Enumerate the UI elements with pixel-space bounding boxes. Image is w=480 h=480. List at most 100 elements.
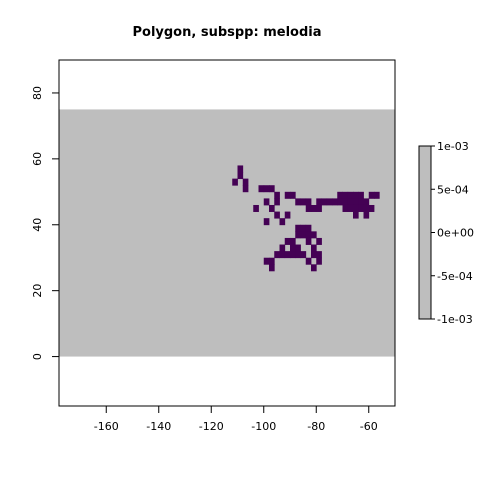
presence-cell bbox=[363, 198, 370, 206]
presence-cell bbox=[347, 198, 354, 206]
presence-cell bbox=[368, 204, 375, 212]
presence-cell bbox=[274, 198, 280, 206]
presence-cell bbox=[269, 264, 275, 272]
presence-cell bbox=[295, 251, 301, 259]
presence-cell bbox=[316, 237, 322, 245]
presence-cell bbox=[274, 251, 280, 259]
presence-cell bbox=[290, 251, 296, 259]
presence-cell bbox=[326, 198, 333, 206]
presence-cell bbox=[316, 204, 322, 212]
presence-cell bbox=[242, 185, 249, 193]
presence-cell bbox=[337, 191, 343, 199]
presence-cell bbox=[295, 244, 301, 252]
presence-cell bbox=[353, 211, 359, 219]
presence-cell bbox=[300, 251, 307, 259]
presence-cells bbox=[232, 165, 380, 272]
presence-cell bbox=[290, 244, 296, 252]
presence-cell bbox=[311, 244, 317, 252]
presence-cell bbox=[300, 224, 307, 232]
background-layer bbox=[59, 109, 395, 357]
legend-tick-label: -1e-03 bbox=[437, 313, 473, 326]
presence-cell bbox=[321, 198, 328, 206]
x-tick-label: -120 bbox=[199, 420, 224, 433]
presence-cell bbox=[237, 172, 244, 180]
presence-cell bbox=[269, 204, 275, 212]
y-tick-label: 60 bbox=[31, 152, 44, 166]
y-tick-label: 40 bbox=[31, 218, 44, 232]
presence-cell bbox=[305, 231, 312, 239]
presence-cell bbox=[368, 191, 375, 199]
presence-cell bbox=[311, 251, 317, 259]
presence-cell bbox=[363, 204, 370, 212]
presence-cell bbox=[269, 185, 275, 193]
presence-cell bbox=[311, 204, 317, 212]
presence-cell bbox=[300, 198, 307, 206]
presence-cell bbox=[347, 204, 354, 212]
presence-cell bbox=[363, 211, 370, 219]
presence-cell bbox=[347, 191, 354, 199]
y-tick-label: 0 bbox=[31, 353, 44, 360]
presence-cell bbox=[342, 191, 349, 199]
presence-cell bbox=[279, 218, 286, 226]
presence-cell bbox=[295, 224, 301, 232]
presence-cell bbox=[353, 191, 359, 199]
presence-cell bbox=[374, 191, 380, 199]
presence-cell bbox=[332, 198, 338, 206]
presence-cell bbox=[305, 257, 312, 265]
presence-cell bbox=[316, 198, 322, 206]
presence-cell bbox=[295, 231, 301, 239]
raster-background bbox=[59, 109, 395, 357]
presence-cell bbox=[232, 178, 238, 186]
presence-cell bbox=[274, 191, 280, 199]
presence-cell bbox=[284, 237, 291, 245]
presence-cell bbox=[269, 257, 275, 265]
presence-cell bbox=[305, 237, 312, 245]
presence-cell bbox=[305, 224, 312, 232]
presence-cell bbox=[263, 218, 270, 226]
y-tick-label: 20 bbox=[31, 284, 44, 298]
presence-cell bbox=[284, 211, 291, 219]
presence-cell bbox=[337, 198, 343, 206]
presence-cell bbox=[358, 191, 364, 199]
legend: 1e-03 5e-04 0e+00 -5e-04 -1e-03 bbox=[418, 140, 474, 326]
presence-cell bbox=[342, 198, 349, 206]
legend-tick-label: -5e-04 bbox=[437, 270, 473, 283]
presence-cell bbox=[279, 244, 286, 252]
y-axis: 0 20 40 60 80 bbox=[31, 86, 60, 360]
y-tick-label: 80 bbox=[31, 86, 44, 100]
presence-cell bbox=[258, 185, 265, 193]
presence-cell bbox=[237, 165, 244, 173]
presence-cell bbox=[290, 191, 296, 199]
presence-cell bbox=[263, 185, 270, 193]
legend-colorbar bbox=[418, 145, 432, 320]
presence-cell bbox=[316, 251, 322, 259]
x-axis: -160 -140 -120 -100 -80 -60 bbox=[94, 405, 378, 433]
presence-cell bbox=[311, 264, 317, 272]
legend-tick-label: 5e-04 bbox=[437, 183, 469, 196]
presence-cell bbox=[342, 204, 349, 212]
presence-cell bbox=[242, 178, 249, 186]
x-tick-label: -160 bbox=[94, 420, 119, 433]
legend-tick-label: 1e-03 bbox=[437, 140, 469, 153]
presence-cell bbox=[279, 251, 286, 259]
presence-cell bbox=[311, 231, 317, 239]
chart-title: Polygon, subspp: melodia bbox=[132, 25, 321, 40]
presence-cell bbox=[290, 237, 296, 245]
x-tick-label: -60 bbox=[360, 420, 378, 433]
presence-cell bbox=[284, 191, 291, 199]
presence-cell bbox=[358, 204, 364, 212]
presence-cell bbox=[284, 251, 291, 259]
presence-cell bbox=[305, 204, 312, 212]
legend-tick-label: 0e+00 bbox=[437, 227, 474, 240]
presence-cell bbox=[300, 231, 307, 239]
presence-cell bbox=[353, 198, 359, 206]
x-tick-label: -140 bbox=[146, 420, 171, 433]
presence-cell bbox=[263, 257, 270, 265]
presence-cell bbox=[253, 204, 259, 212]
presence-cell bbox=[305, 198, 312, 206]
presence-cell bbox=[316, 257, 322, 265]
presence-cell bbox=[295, 198, 301, 206]
presence-cell bbox=[358, 198, 364, 206]
presence-cell bbox=[353, 204, 359, 212]
